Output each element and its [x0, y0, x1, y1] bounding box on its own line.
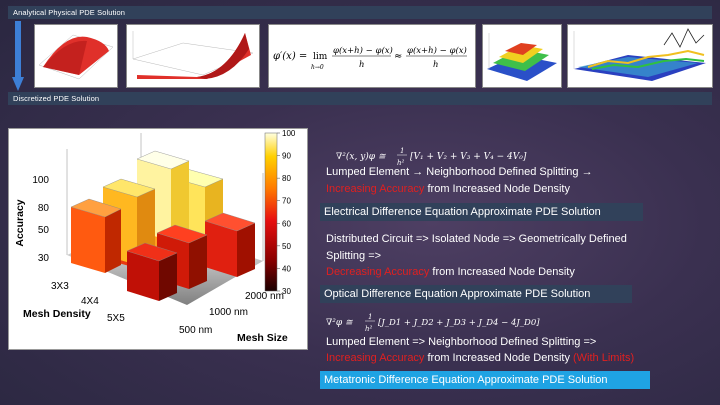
svg-text:1: 1 — [368, 313, 372, 321]
rising-surface-thumbnail — [126, 24, 260, 88]
svg-text:∇²φ ≅: ∇²φ ≅ — [326, 318, 353, 328]
bar-5x5-500nm — [126, 242, 178, 301]
colorbar-tick-label: 50 — [282, 242, 291, 251]
electrical-description-line1: Lumped Element → Neighborhood Defined Sp… — [326, 166, 593, 178]
mesh-size-500nm: 500 nm — [179, 325, 212, 336]
analytical-solution-bar: Analytical Physical PDE Solution — [8, 6, 712, 19]
discretized-solution-label: Discretized PDE Solution — [13, 94, 100, 103]
colorbar-tick-label: 60 — [282, 219, 291, 228]
z-tick-30: 30 — [38, 253, 50, 264]
colorbar — [264, 132, 278, 292]
node-density-text-optical: from Increased Node Density — [429, 266, 575, 278]
down-arrow-icon — [12, 21, 24, 91]
colorbar-tick-label: 30 — [282, 287, 291, 296]
mesh-size-2000nm: 2000 nm — [245, 291, 284, 302]
svg-text:h: h — [359, 60, 364, 70]
mesh-density-3x3: 3X3 — [51, 281, 69, 292]
svg-text:φ(x+h) − φ(x): φ(x+h) − φ(x) — [333, 45, 393, 56]
svg-text:∇²(x, y)φ ≅: ∇²(x, y)φ ≅ — [336, 151, 386, 162]
svg-text:h: h — [433, 60, 438, 70]
laplacian-equation-electrical: ∇²(x, y)φ ≅ 1 h² [V₁ + V₂ + V₃ + V₄ − 4V… — [336, 144, 536, 173]
svg-text:h→0: h→0 — [311, 64, 324, 71]
bar-5x5-2000nm — [204, 212, 256, 277]
z-tick-100: 100 — [32, 175, 49, 186]
colorbar-tick-label: 40 — [282, 264, 291, 273]
increasing-accuracy-label-metatronic: Increasing Accuracy — [326, 352, 425, 364]
with-limits-label: (With Limits) — [573, 352, 635, 364]
optical-description-line2: Splitting => — [326, 250, 382, 262]
z-axis-label: Accuracy — [14, 199, 26, 246]
metatronic-description-line1: Lumped Element => Neighborhood Defined S… — [326, 336, 597, 348]
svg-text:lim: lim — [313, 52, 328, 62]
svg-text:[V₁ + V₂ + V₃ + V₄ − 4V₀]: [V₁ + V₂ + V₃ + V₄ − 4V₀] — [410, 152, 527, 162]
metatronic-description-line2: Increasing Accuracy from Increased Node … — [326, 352, 634, 364]
optical-description-line1: Distributed Circuit => Isolated Node => … — [326, 233, 627, 245]
x-axis-label: Mesh Density — [23, 308, 91, 320]
increasing-accuracy-label: Increasing Accuracy — [326, 183, 425, 195]
finite-difference-formula: φ′(x) = lim h→0 φ(x+h) − φ(x) h ≈ φ(x+h)… — [268, 24, 476, 88]
colorbar-tick-label: 80 — [282, 174, 291, 183]
y-axis-label: Mesh Size — [237, 332, 288, 344]
svg-text:h²: h² — [397, 159, 405, 167]
svg-text:φ′(x) =: φ′(x) = — [273, 51, 307, 62]
waveform-mesh-thumbnail — [567, 24, 713, 88]
discretized-solution-bar: Discretized PDE Solution — [8, 92, 712, 105]
laplacian-equation-metatronic: ∇²φ ≅ 1 h² [J_D1 + J_D2 + J_D3 + J_D4 − … — [326, 310, 546, 339]
optical-description-line3: Decreasing Accuracy from Increased Node … — [326, 266, 575, 278]
mesh-density-5x5: 5X5 — [107, 313, 125, 324]
bar-4x4-500nm — [70, 198, 122, 273]
svg-text:h²: h² — [365, 325, 373, 333]
svg-text:≈: ≈ — [394, 51, 402, 62]
node-density-text: from Increased Node Density — [424, 183, 570, 195]
colorbar-tick-label: 70 — [282, 197, 291, 206]
node-density-text-metatronic: from Increased Node Density — [424, 352, 574, 364]
colorbar-tick-label: 100 — [282, 129, 296, 138]
analytical-solution-label: Analytical Physical PDE Solution — [13, 8, 126, 17]
mesh-density-4x4: 4X4 — [81, 296, 99, 307]
accuracy-3d-bar-chart: 100 80 50 30 Accuracy 3X3 4X4 5X5 Mesh D… — [8, 128, 308, 350]
chart-svg: 100 80 50 30 Accuracy 3X3 4X4 5X5 Mesh D… — [14, 129, 296, 344]
colorbar-ticks: 100 90 80 70 60 50 40 30 — [277, 129, 296, 296]
metatronic-difference-header: Metatronic Difference Equation Approxima… — [320, 371, 650, 389]
optical-difference-header: Optical Difference Equation Approximate … — [320, 285, 632, 303]
layered-mesh-thumbnail — [482, 24, 562, 88]
electrical-description-line2: Increasing Accuracy from Increased Node … — [326, 183, 570, 195]
svg-text:φ(x+h) − φ(x): φ(x+h) − φ(x) — [407, 45, 467, 56]
electrical-difference-header: Electrical Difference Equation Approxima… — [320, 203, 643, 221]
svg-text:[J_D1 + J_D2 + J_D3 + J_D4 − 4: [J_D1 + J_D2 + J_D3 + J_D4 − 4J_D0] — [378, 318, 540, 328]
mesh-size-1000nm: 1000 nm — [209, 307, 248, 318]
z-tick-80: 80 — [38, 203, 50, 214]
colorbar-tick-label: 90 — [282, 152, 291, 161]
surface-plot-thumbnail — [34, 24, 118, 88]
svg-text:1: 1 — [400, 147, 404, 155]
z-tick-50: 50 — [38, 225, 50, 236]
decreasing-accuracy-label: Decreasing Accuracy — [326, 266, 430, 278]
